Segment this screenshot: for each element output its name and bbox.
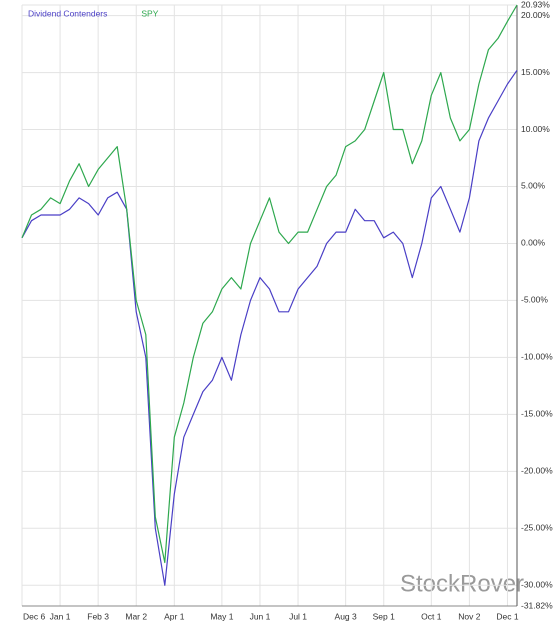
y-tick-label: 10.00% <box>521 124 550 134</box>
x-tick-label: Jan 1 <box>50 611 71 621</box>
y-tick-label: -20.00% <box>521 466 553 476</box>
y-tick-label: -25.00% <box>521 523 553 533</box>
y-tick-label: -15.00% <box>521 409 553 419</box>
y-tick-label: 15.00% <box>521 67 550 77</box>
legend-label: Dividend Contenders <box>28 8 107 18</box>
x-tick-label: Mar 2 <box>125 611 147 621</box>
legend-label: SPY <box>141 8 158 18</box>
y-tick-label: 20.00% <box>521 10 550 20</box>
x-tick-label: Feb 3 <box>87 611 109 621</box>
y-tick-label: -31.82% <box>521 600 553 610</box>
y-tick-label: -10.00% <box>521 352 553 362</box>
x-tick-label: Oct 1 <box>421 611 442 621</box>
series-line <box>21 4 518 564</box>
x-tick-label: Jun 1 <box>250 611 271 621</box>
series-line <box>21 69 518 586</box>
x-tick-label: May 1 <box>210 611 233 621</box>
watermark: StockRover <box>400 570 524 597</box>
y-tick-label: -30.00% <box>521 580 553 590</box>
y-tick-label: 0.00% <box>521 238 546 248</box>
x-tick-label: Jul 1 <box>289 611 307 621</box>
x-tick-label: Aug 3 <box>335 611 357 621</box>
y-tick-label: -5.00% <box>521 295 548 305</box>
x-tick-label: Dec 6 <box>23 611 45 621</box>
x-tick-label: Sep 1 <box>373 611 395 621</box>
x-tick-label: Apr 1 <box>164 611 185 621</box>
y-tick-label: 5.00% <box>521 181 546 191</box>
y-tick-label: 20.93% <box>521 0 550 9</box>
x-tick-label: Dec 1 <box>496 611 518 621</box>
x-tick-label: Nov 2 <box>458 611 480 621</box>
